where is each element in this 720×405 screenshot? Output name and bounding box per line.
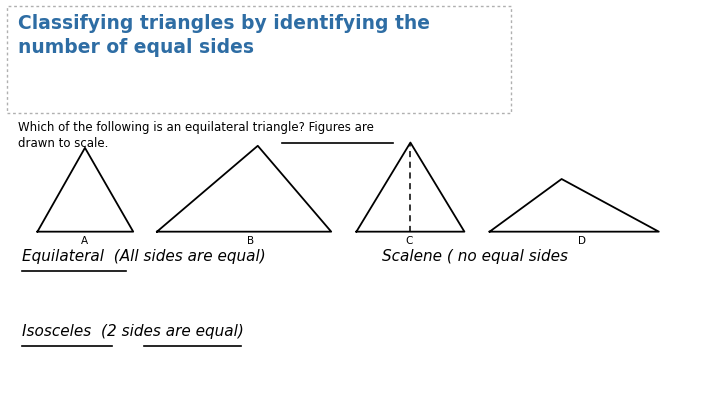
Text: Classifying triangles by identifying the
number of equal sides: Classifying triangles by identifying the… <box>18 14 430 58</box>
Text: A: A <box>81 236 89 246</box>
Text: Which of the following is an equilateral triangle? Figures are: Which of the following is an equilateral… <box>18 122 374 134</box>
Text: Scalene ( no equal sides: Scalene ( no equal sides <box>382 249 567 264</box>
Text: C: C <box>405 236 413 246</box>
Text: Equilateral  (All sides are equal): Equilateral (All sides are equal) <box>22 249 266 264</box>
Text: D: D <box>577 236 586 246</box>
Text: Isosceles  (2 sides are equal): Isosceles (2 sides are equal) <box>22 324 243 339</box>
Text: drawn to scale.: drawn to scale. <box>18 137 109 150</box>
Text: B: B <box>247 236 254 246</box>
FancyBboxPatch shape <box>7 6 511 113</box>
